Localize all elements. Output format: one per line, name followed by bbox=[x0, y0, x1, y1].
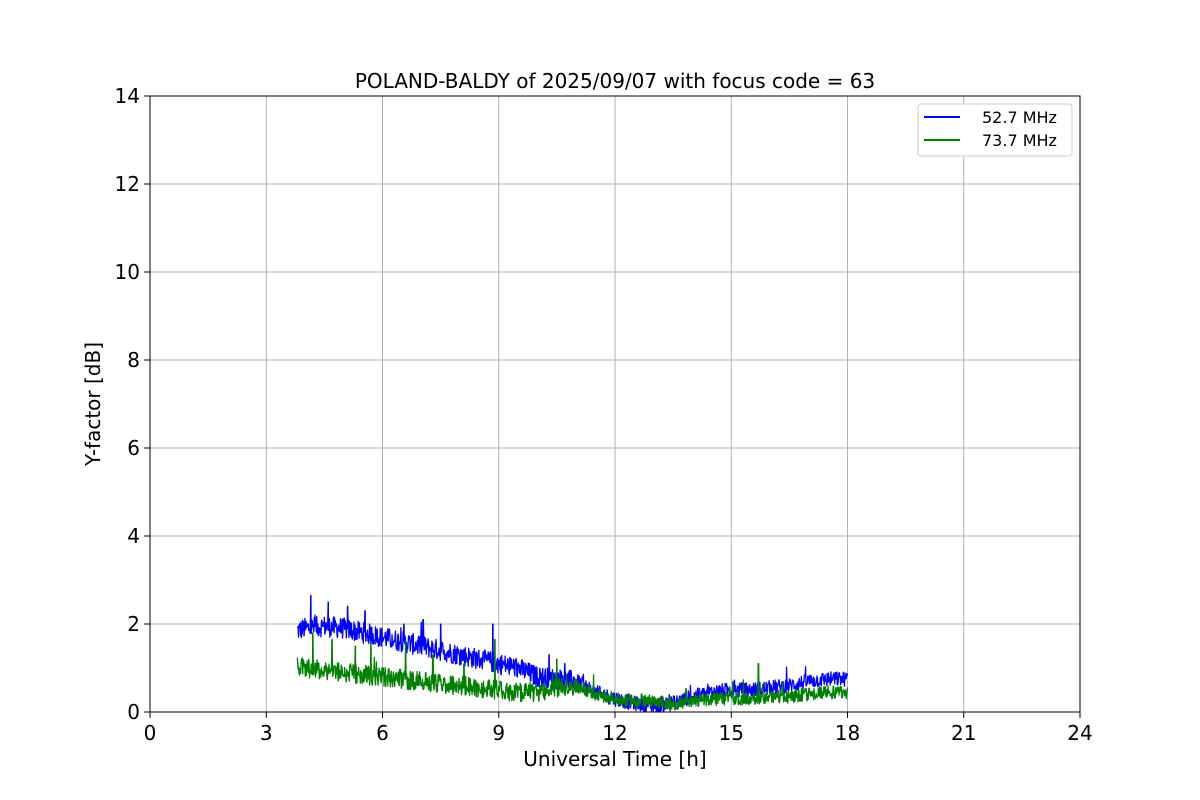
x-tick-label: 12 bbox=[602, 721, 627, 745]
x-tick-label: 9 bbox=[492, 721, 505, 745]
x-tick-label: 0 bbox=[144, 721, 157, 745]
series-line-2 bbox=[296, 632, 849, 710]
y-tick-label: 6 bbox=[127, 436, 140, 460]
y-tick-label: 14 bbox=[115, 84, 140, 108]
y-tick-label: 12 bbox=[115, 172, 140, 196]
x-tick-label: 24 bbox=[1067, 721, 1092, 745]
y-tick-label: 10 bbox=[115, 260, 140, 284]
x-tick-label: 3 bbox=[260, 721, 273, 745]
series-layer bbox=[296, 594, 849, 713]
legend-label-1: 52.7 MHz bbox=[982, 108, 1057, 127]
grid-layer bbox=[149, 95, 1081, 713]
x-axis-label: Universal Time [h] bbox=[523, 747, 706, 771]
x-tick-label: 18 bbox=[835, 721, 860, 745]
x-tick-label: 15 bbox=[719, 721, 744, 745]
x-tick-label: 6 bbox=[376, 721, 389, 745]
y-tick-label: 4 bbox=[127, 524, 140, 548]
legend-label-2: 73.7 MHz bbox=[982, 131, 1057, 150]
y-tick-label: 2 bbox=[127, 612, 140, 636]
legend: 52.7 MHz 73.7 MHz bbox=[917, 103, 1073, 157]
y-tick-label: 0 bbox=[127, 700, 140, 724]
x-tick-label: 21 bbox=[951, 721, 976, 745]
y-axis-label: Y-factor [dB] bbox=[81, 342, 105, 467]
chart-title: POLAND-BALDY of 2025/09/07 with focus co… bbox=[355, 69, 875, 93]
y-tick-label: 8 bbox=[127, 348, 140, 372]
